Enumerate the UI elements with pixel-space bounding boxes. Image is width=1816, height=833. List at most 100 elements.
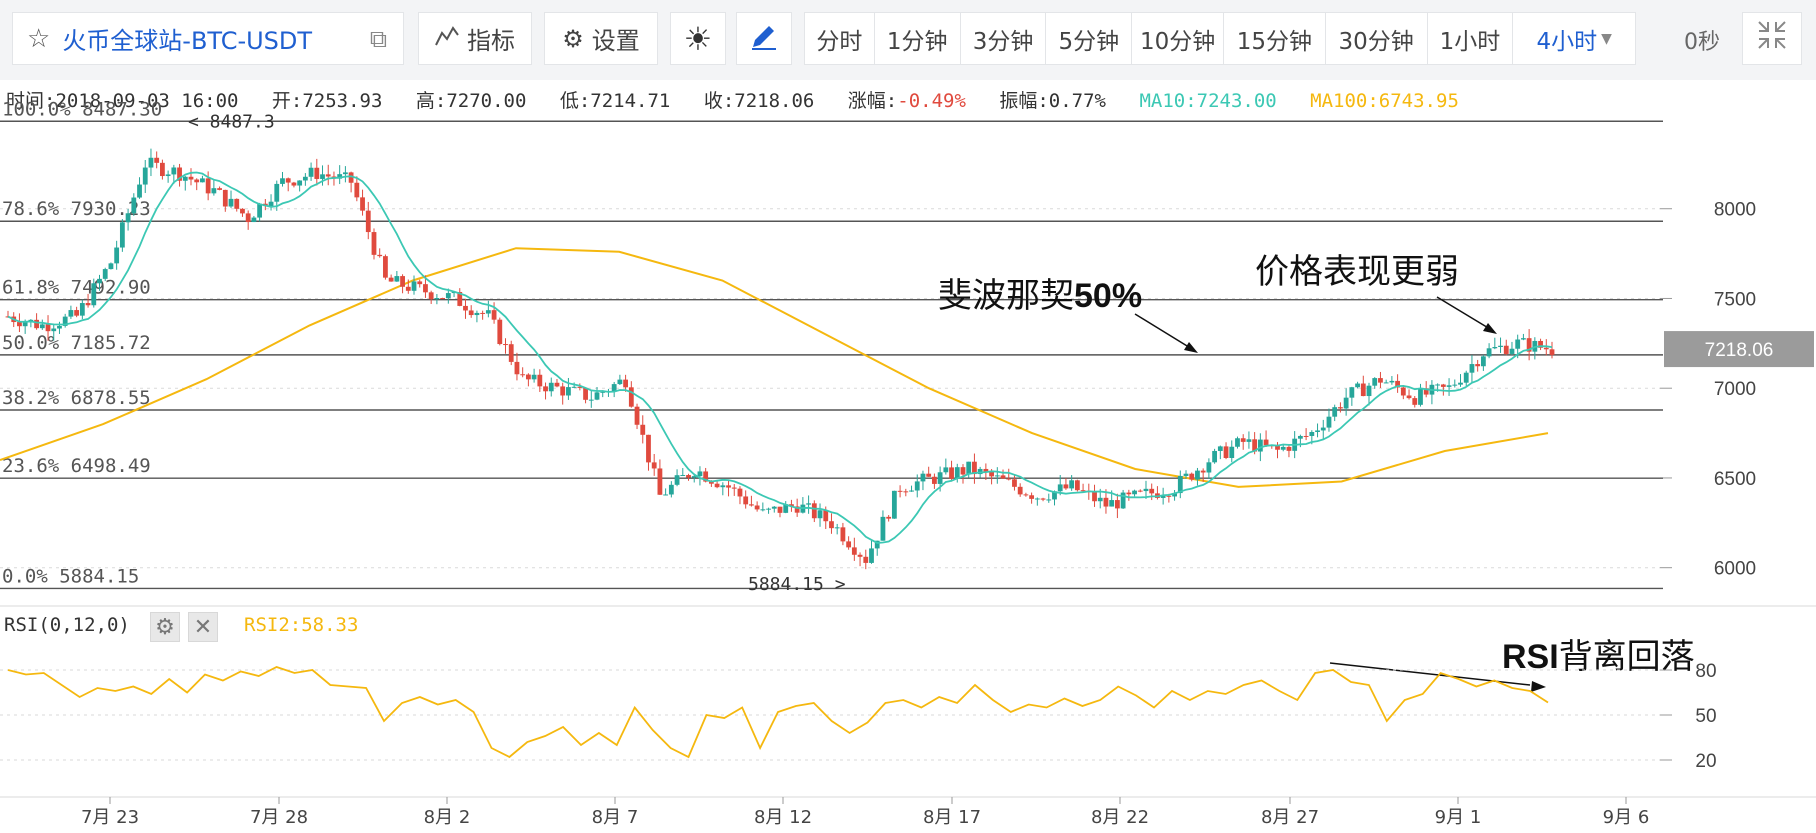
candle-body bbox=[634, 406, 640, 425]
candle-body bbox=[74, 310, 80, 316]
candle-body bbox=[1217, 446, 1223, 451]
tab-interval-6[interactable]: 30分钟 bbox=[1326, 13, 1428, 64]
candle-body bbox=[503, 344, 508, 346]
candle-body bbox=[846, 541, 852, 548]
candle-body bbox=[1515, 339, 1521, 349]
candle-body bbox=[1235, 438, 1240, 447]
candle-body bbox=[1137, 490, 1143, 492]
candle-body bbox=[463, 305, 468, 311]
rsi-settings-button[interactable]: ⚙ bbox=[150, 612, 180, 642]
candle-body bbox=[377, 254, 383, 257]
candle-body bbox=[611, 384, 617, 392]
time-axis-label: 9月 1 bbox=[1435, 807, 1482, 828]
candle-body bbox=[903, 491, 909, 493]
draw-tool-button[interactable] bbox=[736, 12, 792, 65]
candle-body bbox=[880, 516, 886, 541]
candle-body bbox=[1189, 473, 1195, 480]
candle-body bbox=[863, 556, 869, 563]
candle-body bbox=[1275, 445, 1280, 450]
theme-toggle-button[interactable]: ☀ bbox=[670, 12, 726, 65]
indicator-button[interactable]: 指标 bbox=[418, 12, 532, 65]
sun-icon: ☀ bbox=[683, 19, 713, 58]
active-interval-label: 4小时 bbox=[1536, 28, 1598, 55]
tab-interval-5[interactable]: 15分钟 bbox=[1224, 13, 1326, 64]
interval-tabs: 分时 1分钟 3分钟 5分钟 10分钟 15分钟 30分钟 1小时 4小时 ▼ bbox=[804, 12, 1636, 65]
tab-interval-1[interactable]: 1分钟 bbox=[875, 13, 961, 64]
candle-body bbox=[1366, 385, 1372, 397]
candle-body bbox=[531, 374, 537, 380]
candle-body bbox=[691, 476, 697, 478]
fullscreen-button[interactable] bbox=[1742, 12, 1802, 65]
bar-time: 时间:2018-09-03 16:00 bbox=[6, 90, 239, 112]
candle-body bbox=[388, 277, 394, 282]
candle-body bbox=[554, 382, 560, 387]
candle-body bbox=[989, 471, 994, 477]
candle-body bbox=[1326, 416, 1332, 428]
candle-body bbox=[737, 488, 743, 497]
fib50-arrow-line bbox=[1134, 313, 1193, 350]
price-axis-label: 8000 bbox=[1714, 200, 1756, 221]
tab-interval-active[interactable]: 4小时 ▼ bbox=[1513, 13, 1635, 64]
candle-body bbox=[720, 485, 726, 488]
tab-interval-7[interactable]: 1小时 bbox=[1428, 13, 1514, 64]
fib-level-label: 61.8% 7492.90 bbox=[2, 277, 151, 299]
candle-body bbox=[1463, 372, 1469, 383]
candle-body bbox=[1017, 486, 1023, 495]
candle-body bbox=[966, 461, 972, 475]
candle-body bbox=[1057, 484, 1063, 492]
candle-body bbox=[571, 386, 577, 388]
candle-body bbox=[1320, 427, 1326, 431]
copy-icon[interactable]: ⧉ bbox=[369, 24, 387, 53]
candle-body bbox=[497, 319, 503, 345]
time-axis-label: 8月 2 bbox=[424, 807, 471, 828]
candle-body bbox=[417, 281, 423, 285]
candle-body bbox=[1143, 488, 1149, 492]
fib-level-label: 38.2% 6878.55 bbox=[2, 387, 151, 409]
tab-interval-2[interactable]: 3分钟 bbox=[961, 13, 1047, 64]
candle-body bbox=[886, 516, 892, 519]
candle-body bbox=[22, 322, 28, 327]
tab-interval-0[interactable]: 分时 bbox=[805, 13, 875, 64]
candle-body bbox=[1400, 387, 1406, 396]
tab-interval-3[interactable]: 5分钟 bbox=[1046, 13, 1133, 64]
candle-body bbox=[640, 424, 646, 435]
candle-body bbox=[217, 188, 222, 190]
candle-body bbox=[1286, 446, 1292, 451]
candle-body bbox=[1526, 338, 1532, 352]
candle-body bbox=[817, 510, 823, 519]
rsi-line bbox=[7, 666, 1549, 759]
candle-body bbox=[365, 210, 371, 233]
rsi-arrowhead bbox=[1531, 681, 1546, 692]
candle-body bbox=[34, 319, 39, 329]
fib-level-label: 23.6% 6498.49 bbox=[2, 455, 151, 477]
candle-body bbox=[954, 467, 960, 479]
candle-body bbox=[1103, 497, 1109, 507]
candle-body bbox=[1160, 495, 1166, 498]
settings-button[interactable]: ⚙ 设置 bbox=[544, 12, 658, 65]
candle-body bbox=[1223, 446, 1229, 458]
candle-body bbox=[977, 468, 983, 475]
candle-body bbox=[383, 256, 388, 278]
candle-body bbox=[1046, 499, 1052, 501]
candle-body bbox=[1486, 348, 1492, 357]
indicator-label: 指标 bbox=[467, 27, 515, 55]
candle-body bbox=[909, 490, 914, 492]
gear-icon: ⚙ bbox=[155, 614, 175, 640]
candle-body bbox=[714, 483, 720, 488]
tab-interval-4[interactable]: 10分钟 bbox=[1132, 13, 1224, 64]
rsi-close-button[interactable]: ✕ bbox=[188, 612, 218, 642]
star-icon[interactable]: ☆ bbox=[27, 23, 51, 54]
candle-body bbox=[1509, 348, 1515, 354]
price-axis-label: 7000 bbox=[1714, 379, 1756, 400]
candle-body bbox=[1309, 432, 1315, 436]
candle-body bbox=[245, 213, 251, 223]
candle-body bbox=[731, 487, 737, 489]
candle-body bbox=[594, 392, 600, 400]
pencil-icon bbox=[749, 21, 779, 57]
symbol-selector[interactable]: ☆ 火币全球站-BTC-USDT ⧉ bbox=[12, 12, 404, 65]
candle-body bbox=[703, 471, 709, 482]
candle-body bbox=[17, 322, 22, 327]
candle-body bbox=[154, 157, 160, 163]
candle-body bbox=[583, 387, 588, 400]
